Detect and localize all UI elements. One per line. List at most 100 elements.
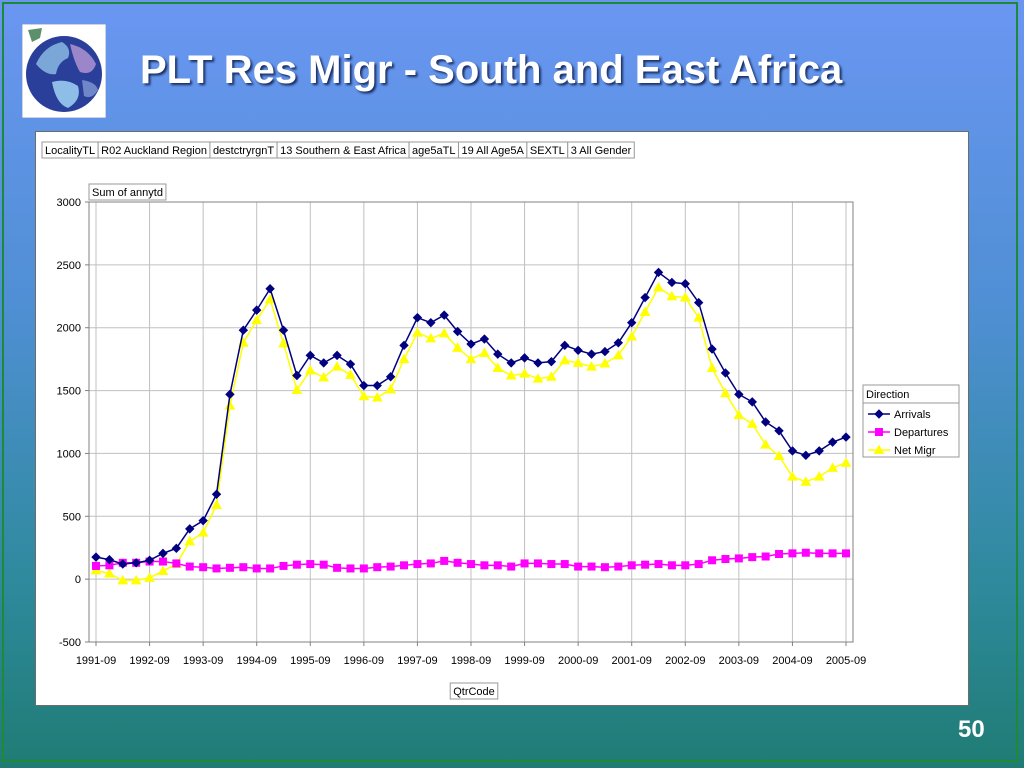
point-departures-55 <box>828 549 837 558</box>
point-departures-32 <box>520 559 529 568</box>
legend-label-departures: Departures <box>894 427 949 439</box>
point-net-migr-39 <box>612 349 624 360</box>
point-net-migr-41 <box>639 306 651 316</box>
point-departures-31 <box>507 562 516 571</box>
point-departures-20 <box>359 564 368 573</box>
point-departures-41 <box>641 560 650 569</box>
x-axis-title-box <box>449 682 499 700</box>
point-arrivals-2 <box>118 559 128 569</box>
filter-field-7-box <box>567 141 635 159</box>
point-net-migr-52 <box>787 471 798 481</box>
point-net-migr-30 <box>492 362 504 372</box>
point-net-migr-47 <box>720 387 731 398</box>
legend-title: Direction <box>866 389 909 401</box>
point-net-migr-5 <box>157 565 169 575</box>
legend-box <box>862 384 960 458</box>
x-tick-label-2: 1993-09 <box>183 655 223 667</box>
point-arrivals-7 <box>185 524 195 534</box>
point-departures-7 <box>185 562 194 571</box>
point-departures-46 <box>708 556 717 565</box>
point-departures-52 <box>788 549 797 558</box>
point-net-migr-17 <box>318 371 330 382</box>
point-net-migr-32 <box>519 368 530 378</box>
point-arrivals-1 <box>104 554 115 565</box>
point-arrivals-41 <box>640 292 650 303</box>
point-arrivals-39 <box>613 338 624 348</box>
x-tick-label-14: 2005-09 <box>826 655 866 667</box>
filter-field-0: LocalityTL <box>45 145 95 157</box>
legend-marker-net-migr <box>873 444 885 454</box>
point-net-migr-14 <box>278 337 289 348</box>
chart-canvas: LocalityTL R02 Auckland Region destctryrgn… <box>41 141 960 700</box>
point-net-migr-43 <box>666 290 678 301</box>
point-departures-21 <box>373 563 382 572</box>
y-tick-label-4: 1500 <box>57 386 81 398</box>
point-departures-42 <box>654 560 663 569</box>
point-net-migr-38 <box>599 358 611 368</box>
point-departures-50 <box>761 552 770 561</box>
point-net-migr-25 <box>425 332 437 343</box>
point-net-migr-3 <box>130 574 142 585</box>
point-departures-51 <box>775 550 784 558</box>
point-arrivals-49 <box>747 397 757 407</box>
point-arrivals-54 <box>814 446 824 456</box>
y-field-label: Sum of annytd <box>92 187 163 199</box>
filter-field-6: SEXTL <box>530 145 565 157</box>
x-tick-label-12: 2003-09 <box>719 655 759 667</box>
point-arrivals-22 <box>385 372 396 382</box>
point-net-migr-55 <box>827 462 838 472</box>
point-arrivals-45 <box>693 297 704 308</box>
point-departures-48 <box>734 554 743 563</box>
point-arrivals-34 <box>546 356 557 367</box>
point-net-migr-8 <box>197 527 209 537</box>
point-departures-54 <box>815 549 824 558</box>
point-arrivals-23 <box>399 340 409 351</box>
point-net-migr-48 <box>733 409 745 420</box>
point-arrivals-25 <box>426 317 436 328</box>
x-tick-label-6: 1997-09 <box>397 655 437 667</box>
point-arrivals-3 <box>131 558 141 568</box>
point-net-migr-4 <box>144 572 155 582</box>
filter-field-1: R02 Auckland Region <box>101 145 207 157</box>
point-net-migr-20 <box>358 390 370 401</box>
x-tick-label-4: 1995-09 <box>290 655 330 667</box>
point-departures-12 <box>252 564 261 573</box>
y-tick-label-2: 500 <box>63 511 81 523</box>
point-departures-47 <box>721 555 730 564</box>
point-departures-33 <box>533 559 542 568</box>
x-tick-label-1: 1992-09 <box>129 655 169 667</box>
point-net-migr-46 <box>706 362 718 372</box>
point-arrivals-32 <box>519 353 530 363</box>
point-arrivals-5 <box>158 548 168 559</box>
point-net-migr-7 <box>184 535 196 546</box>
point-net-migr-18 <box>331 361 343 371</box>
point-net-migr-56 <box>840 457 852 467</box>
point-arrivals-0 <box>91 552 101 562</box>
point-net-migr-24 <box>412 327 423 337</box>
point-net-migr-31 <box>505 369 517 380</box>
point-net-migr-19 <box>345 369 356 379</box>
point-net-migr-49 <box>746 418 758 428</box>
x-tick-label-8: 1999-09 <box>504 655 544 667</box>
point-arrivals-43 <box>667 277 677 288</box>
point-arrivals-9 <box>211 489 222 499</box>
filter-field-3: 13 Southern & East Africa <box>280 145 407 157</box>
point-departures-5 <box>158 557 167 566</box>
point-net-migr-29 <box>479 347 490 357</box>
point-departures-53 <box>801 548 810 557</box>
point-arrivals-6 <box>171 543 182 554</box>
y-tick-label-7: 3000 <box>57 197 81 209</box>
point-arrivals-55 <box>827 437 838 447</box>
x-tick-label-11: 2002-09 <box>665 655 705 667</box>
point-arrivals-40 <box>627 317 637 328</box>
point-net-migr-54 <box>813 471 825 481</box>
plot-border <box>88 201 854 643</box>
filter-field-2: destctryrgnT <box>213 145 274 157</box>
y-tick-label-0: -500 <box>59 637 81 649</box>
point-arrivals-44 <box>680 279 690 289</box>
point-departures-49 <box>748 553 757 562</box>
point-net-migr-50 <box>760 439 771 449</box>
point-arrivals-10 <box>225 389 235 400</box>
point-net-migr-16 <box>304 364 316 375</box>
